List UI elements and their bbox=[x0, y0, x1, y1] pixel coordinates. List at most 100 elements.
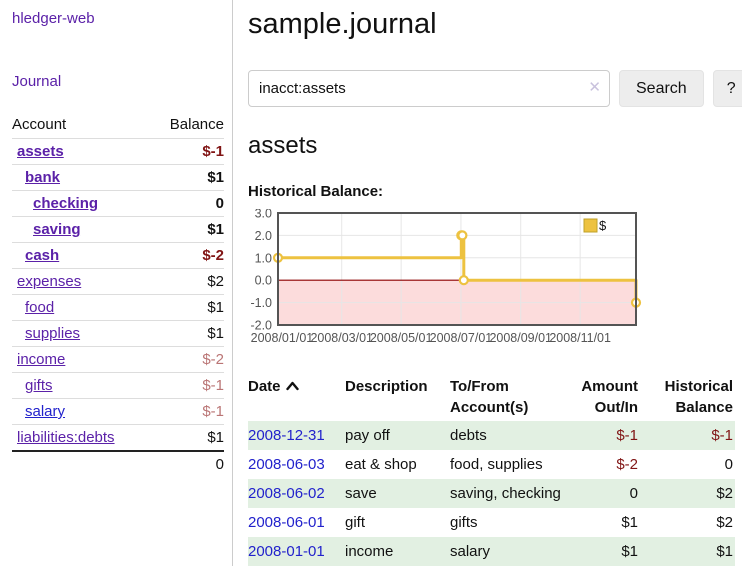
account-link[interactable]: gifts bbox=[25, 377, 53, 394]
txn-balance: $1 bbox=[716, 543, 733, 560]
accounts-col-balance: Balance bbox=[150, 112, 224, 139]
svg-text:2008/07/01: 2008/07/01 bbox=[430, 331, 493, 345]
txn-date-link[interactable]: 2008-06-02 bbox=[248, 485, 325, 502]
txn-accounts: saving, checking bbox=[450, 485, 561, 502]
svg-text:2.0: 2.0 bbox=[255, 229, 272, 243]
txn-description: gift bbox=[345, 514, 366, 531]
account-cell: saving bbox=[12, 216, 151, 243]
account-balance: $-2 bbox=[150, 242, 224, 269]
txn-balance: $-1 bbox=[711, 427, 733, 444]
svg-text:2008/11/01: 2008/11/01 bbox=[549, 331, 611, 345]
txn-balance: $2 bbox=[716, 514, 733, 531]
account-cell: cash bbox=[12, 242, 151, 269]
account-row: food $1 bbox=[12, 294, 224, 321]
sidebar: hledger-web Journal Account Balance asse… bbox=[0, 0, 233, 566]
brand-link[interactable]: hledger-web bbox=[12, 10, 95, 27]
txn-date-link[interactable]: 2008-12-31 bbox=[248, 427, 325, 444]
txn-row: 2008-01-01 income salary $1 $1 bbox=[248, 537, 735, 566]
clear-search-icon[interactable]: ✕ bbox=[588, 79, 601, 96]
help-button[interactable]: ? bbox=[712, 70, 742, 107]
account-row: cash $-2 bbox=[12, 242, 224, 269]
txn-row: 2008-06-02 save saving, checking 0 $2 bbox=[248, 479, 735, 508]
txn-date-link[interactable]: 2008-06-01 bbox=[248, 514, 325, 531]
accounts-col-account: Account bbox=[12, 112, 151, 139]
legend-label: $ bbox=[599, 218, 607, 233]
txn-row: 2008-12-31 pay off debts $-1 $-1 bbox=[248, 421, 735, 450]
account-link[interactable]: saving bbox=[33, 221, 81, 238]
account-balance: $2 bbox=[150, 268, 224, 295]
account-balance: $-1 bbox=[150, 138, 224, 165]
account-balance: $-1 bbox=[150, 372, 224, 399]
accounts-total-spacer bbox=[12, 450, 151, 477]
account-link[interactable]: food bbox=[25, 299, 55, 316]
account-cell: assets bbox=[12, 138, 151, 165]
account-row: liabilities:debts $1 bbox=[12, 424, 224, 452]
nav-journal-link[interactable]: Journal bbox=[12, 73, 62, 90]
account-cell: liabilities:debts bbox=[12, 424, 151, 452]
txn-date-cell: 2008-12-31 bbox=[248, 421, 345, 450]
search-button[interactable]: Search bbox=[619, 70, 704, 107]
account-balance: $1 bbox=[150, 294, 224, 321]
chart-title: Historical Balance: bbox=[248, 183, 384, 200]
legend-swatch bbox=[583, 218, 598, 233]
txn-description: save bbox=[345, 485, 377, 502]
accounts-table: Account Balance assets $-1 bank $1 checking 0… bbox=[12, 112, 224, 477]
svg-text:3.0: 3.0 bbox=[255, 209, 272, 221]
account-row: assets $-1 bbox=[12, 138, 224, 165]
svg-text:-1.0: -1.0 bbox=[250, 296, 272, 310]
account-link[interactable]: supplies bbox=[25, 325, 81, 342]
txn-amount: 0 bbox=[629, 485, 638, 502]
txn-accounts: debts bbox=[450, 427, 487, 444]
account-cell: food bbox=[12, 294, 151, 321]
account-link[interactable]: assets bbox=[17, 143, 64, 160]
account-row: gifts $-1 bbox=[12, 372, 224, 399]
svg-text:2008/09/01: 2008/09/01 bbox=[489, 331, 552, 345]
txn-description: eat & shop bbox=[345, 456, 417, 473]
svg-text:0.0: 0.0 bbox=[255, 274, 272, 288]
accounts-total-value: 0 bbox=[150, 450, 224, 477]
register-table: Date Description To/From Account(s) Amount … bbox=[248, 373, 735, 566]
txn-date-link[interactable]: 2008-06-03 bbox=[248, 456, 325, 473]
account-link[interactable]: income bbox=[17, 351, 66, 368]
account-row: saving $1 bbox=[12, 216, 224, 243]
chart-svg: $3.0 2.0 1.0 0.0 -1.0 -2.02008/01/012008/03/0… bbox=[250, 209, 642, 345]
account-link[interactable]: liabilities:debts bbox=[17, 429, 115, 446]
account-cell: supplies bbox=[12, 320, 151, 347]
search-input[interactable] bbox=[248, 70, 610, 107]
svg-text:2008/01/01: 2008/01/01 bbox=[251, 331, 314, 345]
account-balance: 0 bbox=[150, 190, 224, 217]
account-link[interactable]: expenses bbox=[17, 273, 82, 290]
account-cell: expenses bbox=[12, 268, 151, 295]
account-link[interactable]: salary bbox=[25, 403, 66, 420]
txn-accounts: gifts bbox=[450, 514, 478, 531]
nav: Journal bbox=[12, 73, 224, 90]
account-link[interactable]: bank bbox=[25, 169, 61, 186]
txn-row: 2008-06-03 eat & shop food, supplies $-2 0 bbox=[248, 450, 735, 479]
account-cell: income bbox=[12, 346, 151, 373]
account-row: supplies $1 bbox=[12, 320, 224, 347]
svg-text:-2.0: -2.0 bbox=[250, 319, 272, 333]
txn-date-link[interactable]: 2008-01-01 bbox=[248, 543, 325, 560]
svg-text:2008/03/01: 2008/03/01 bbox=[310, 331, 373, 345]
account-balance: $-2 bbox=[150, 346, 224, 373]
txn-accounts: food, supplies bbox=[450, 456, 543, 473]
account-link[interactable]: checking bbox=[33, 195, 99, 212]
account-row: bank $1 bbox=[12, 164, 224, 191]
account-row: expenses $2 bbox=[12, 268, 224, 295]
account-balance: $1 bbox=[150, 216, 224, 243]
svg-text:1.0: 1.0 bbox=[255, 251, 272, 265]
register-col-date[interactable]: Date bbox=[248, 373, 345, 421]
account-cell: salary bbox=[12, 398, 151, 425]
txn-amount: $1 bbox=[621, 514, 638, 531]
account-cell: gifts bbox=[12, 372, 151, 399]
main-content: sample.journal ✕ Search ? assets Histori… bbox=[233, 0, 742, 566]
page-title: sample.journal bbox=[248, 8, 437, 40]
account-cell: bank bbox=[12, 164, 151, 191]
account-link[interactable]: cash bbox=[25, 247, 60, 264]
txn-amount: $-1 bbox=[616, 427, 638, 444]
app-layout: hledger-web Journal Account Balance asse… bbox=[0, 0, 742, 566]
account-balance: $-1 bbox=[150, 398, 224, 425]
register-col-amount-out-in: Amount Out/In bbox=[581, 378, 638, 416]
account-balance: $1 bbox=[150, 164, 224, 191]
txn-date-cell: 2008-06-03 bbox=[248, 450, 345, 479]
